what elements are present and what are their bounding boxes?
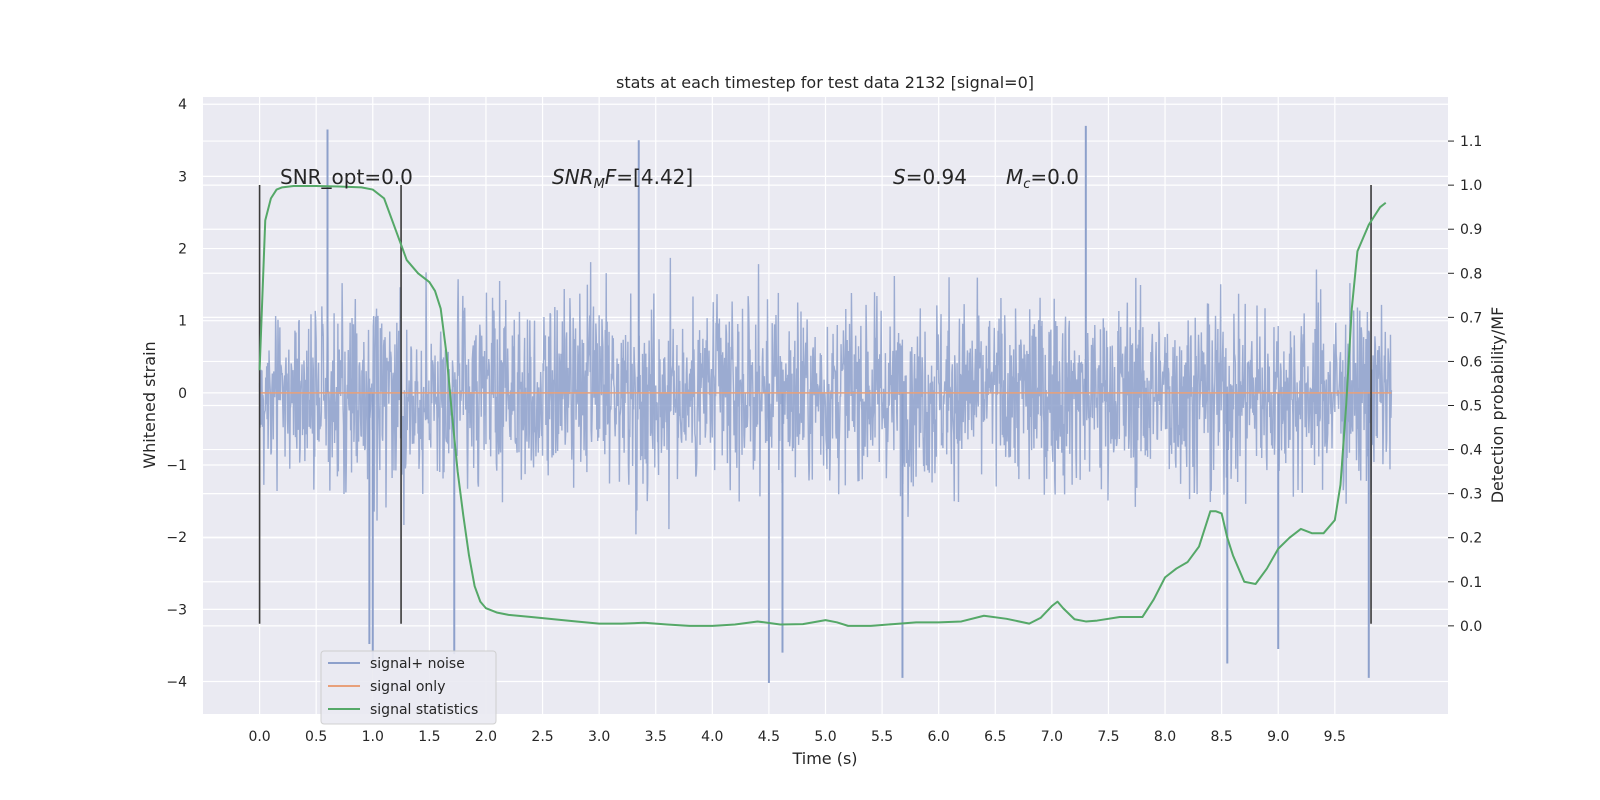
- right-tick-label: 0.8: [1460, 266, 1482, 282]
- x-tick-label: 9.0: [1267, 729, 1289, 745]
- x-tick-label: 9.5: [1324, 729, 1346, 745]
- legend-label-signal-only: signal only: [370, 679, 445, 695]
- left-tick-label: 4: [178, 97, 187, 113]
- x-tick-label: 3.0: [588, 729, 610, 745]
- left-tick-label: −3: [166, 602, 187, 618]
- annotation-snr-mf: SNRMF=[4.42]: [552, 165, 693, 192]
- left-tick-label: 2: [178, 242, 187, 258]
- x-tick-label: 7.0: [1041, 729, 1063, 745]
- annotation-s: S=0.94: [893, 165, 967, 189]
- noise-series: [258, 125, 1393, 683]
- right-tick-label: 0.5: [1460, 399, 1482, 415]
- x-tick-label: 8.5: [1211, 729, 1233, 745]
- right-tick-label: 0.1: [1460, 575, 1482, 591]
- left-tick-label: 0: [178, 386, 187, 402]
- x-tick-label: 1.5: [418, 729, 440, 745]
- x-tick-label: 4.5: [758, 729, 780, 745]
- annotation-snr-opt: SNR_opt=0.0: [280, 165, 413, 189]
- legend: signal+ noise signal only signal statist…: [320, 650, 497, 725]
- right-tick-label: 0.0: [1460, 619, 1482, 635]
- x-axis-label: Time (s): [791, 749, 857, 768]
- x-tick-label: 8.0: [1154, 729, 1176, 745]
- left-tick-label: −2: [166, 530, 187, 546]
- right-tick-label: 1.0: [1460, 178, 1482, 194]
- left-tick-label: −4: [166, 675, 187, 691]
- signal-noise-line: [258, 257, 1393, 535]
- x-tick-label: 2.5: [531, 729, 553, 745]
- right-tick-label: 0.3: [1460, 487, 1482, 503]
- x-tick-label: 2.0: [475, 729, 497, 745]
- right-tick-labels: 0.0 0.1 0.2 0.3 0.4 0.5 0.6 0.7 0.8 0.9 1.0 1.1: [1448, 134, 1482, 635]
- x-tick-label: 3.5: [645, 729, 667, 745]
- x-tick-label: 0.5: [305, 729, 327, 745]
- x-tick-label: 6.5: [984, 729, 1006, 745]
- left-tick-label: 3: [178, 169, 187, 185]
- legend-box: [320, 650, 497, 725]
- right-tick-label: 0.7: [1460, 310, 1482, 326]
- right-tick-label: 0.2: [1460, 531, 1482, 547]
- x-tick-label: 0.0: [248, 729, 270, 745]
- right-tick-label: 0.4: [1460, 443, 1482, 459]
- x-tick-labels: 0.0 0.5 1.0 1.5 2.0 2.5 3.0 3.5 4.0 4.5 5.0 5.5 6.0 6…: [248, 729, 1345, 745]
- annotation-mc: Mc=0.0: [1006, 165, 1079, 192]
- chart-title: stats at each timestep for test data 213…: [616, 73, 1034, 92]
- left-tick-label: 1: [178, 314, 187, 330]
- annotations: SNR_opt=0.0 SNRMF=[4.42] S=0.94 Mc=0.0: [280, 165, 1079, 192]
- right-tick-label: 0.6: [1460, 354, 1482, 370]
- left-axis-label: Whitened strain: [140, 341, 159, 468]
- x-tick-label: 7.5: [1097, 729, 1119, 745]
- right-axis-label: Detection probability/MF: [1488, 307, 1507, 504]
- x-tick-label: 5.0: [814, 729, 836, 745]
- legend-label-signal-noise: signal+ noise: [370, 656, 465, 672]
- right-tick-label: 0.9: [1460, 222, 1482, 238]
- signal-statistics-line: [258, 185, 1387, 627]
- statistics-series: [258, 185, 1387, 627]
- x-tick-label: 4.0: [701, 729, 723, 745]
- x-tick-label: 5.5: [871, 729, 893, 745]
- left-tick-label: −1: [166, 458, 187, 474]
- x-tick-label: 6.0: [928, 729, 950, 745]
- x-tick-label: 1.0: [362, 729, 384, 745]
- vertical-markers: [258, 185, 1372, 624]
- legend-label-signal-statistics: signal statistics: [370, 702, 478, 718]
- left-tick-labels: −4 −3 −2 −1 0 1 2 3 4: [166, 97, 187, 690]
- right-tick-label: 1.1: [1460, 134, 1482, 150]
